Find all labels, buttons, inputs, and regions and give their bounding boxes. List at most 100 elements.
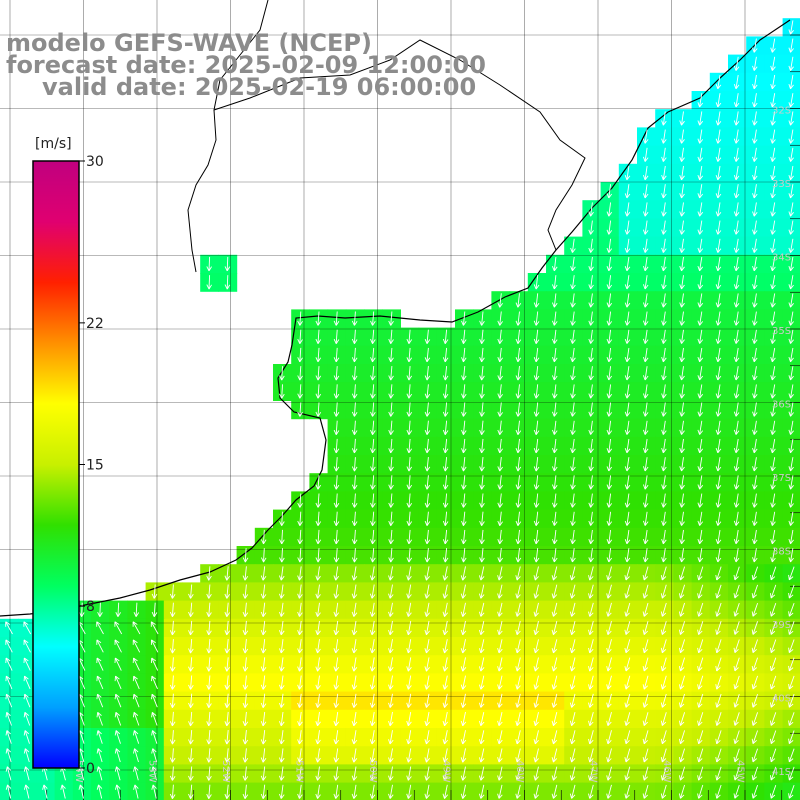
wind-arrow: [733, 311, 740, 326]
wind-arrow: [697, 238, 704, 253]
wind-arrow: [715, 184, 722, 199]
wind-arrow: [752, 111, 758, 126]
wind-arrow: [733, 202, 740, 217]
lon-label: 51W: [294, 760, 305, 783]
wind-arrow: [588, 256, 594, 272]
wind-arrow: [697, 165, 704, 181]
wind-arrow: [624, 238, 631, 253]
wind-arrow: [788, 38, 794, 53]
wind-arrow: [788, 129, 794, 144]
wind-arrow: [752, 147, 758, 162]
wind-arrow: [606, 256, 613, 272]
wind-arrow: [333, 329, 340, 344]
wind-arrow: [733, 238, 740, 253]
wind-arrow: [770, 220, 776, 235]
wind-arrow: [770, 129, 776, 144]
wind-arrow: [788, 275, 794, 290]
wind-arrow: [770, 311, 776, 326]
wind-arrow: [606, 202, 613, 217]
wind-arrow: [588, 311, 594, 326]
wind-arrow: [551, 256, 558, 272]
wind-arrow: [788, 111, 794, 126]
lat-label: 39S: [772, 620, 791, 631]
wind-arrow: [642, 202, 649, 217]
wind-arrow: [388, 311, 394, 326]
wind-arrow: [642, 293, 649, 308]
wind-arrow: [351, 329, 358, 344]
wind-arrow: [715, 275, 722, 290]
wind-arrow: [697, 311, 704, 326]
wind-arrow: [224, 275, 231, 290]
wind-arrow: [315, 311, 322, 326]
wind-arrow: [679, 311, 685, 326]
wind-arrow: [752, 165, 758, 181]
wind-arrow: [715, 147, 722, 162]
wind-arrow: [679, 293, 685, 308]
wind-arrow: [733, 129, 740, 144]
wind-arrow: [733, 293, 740, 308]
wind-arrow: [733, 147, 740, 162]
wind-arrow: [679, 202, 685, 217]
wind-arrow: [752, 93, 758, 108]
wind-cell: [782, 782, 800, 800]
wind-arrow: [315, 329, 322, 344]
title-valid-date: valid date: 2025-02-19 06:00:00: [42, 73, 477, 101]
lon-label: 49W: [441, 760, 452, 783]
wind-arrow: [788, 74, 794, 90]
wind-arrow: [497, 293, 503, 308]
lon-label: 52W: [220, 760, 231, 783]
lat-label: 41S: [772, 767, 791, 778]
wind-arrow: [679, 147, 685, 162]
wind-arrow: [679, 129, 685, 144]
wind-arrow: [715, 293, 722, 308]
wind-arrow: [697, 184, 704, 199]
wind-arrow: [697, 220, 704, 235]
wind-arrow: [770, 256, 776, 272]
lon-label: 46W: [661, 760, 672, 783]
wind-arrow: [733, 184, 740, 199]
lat-label: 32S: [772, 106, 791, 117]
wind-arrow: [770, 184, 776, 199]
wind-arrow: [206, 275, 212, 290]
lat-label: 40S: [772, 694, 791, 705]
wind-arrow: [206, 256, 212, 272]
lon-label: 47W: [588, 760, 599, 783]
wind-arrow: [497, 311, 503, 326]
wind-arrow: [661, 184, 667, 199]
wind-arrow: [788, 202, 794, 217]
wind-arrow: [733, 74, 740, 90]
wind-arrow: [370, 311, 376, 326]
wind-arrow: [606, 238, 613, 253]
lat-label: 37S: [772, 473, 791, 484]
wind-arrow: [424, 329, 431, 344]
wind-arrow: [642, 256, 649, 272]
wind-arrow: [733, 165, 740, 181]
wind-arrow: [752, 184, 758, 199]
wind-arrow: [588, 220, 594, 235]
wind-arrow: [570, 238, 576, 253]
wind-arrow: [461, 329, 467, 344]
wind-arrow: [642, 275, 649, 290]
wind-arrow: [679, 256, 685, 272]
wind-arrow: [370, 329, 376, 344]
wind-arrow: [752, 256, 758, 272]
wind-arrows: [5, 20, 795, 799]
wind-arrow: [570, 275, 576, 290]
wind-arrow: [570, 311, 576, 326]
wind-arrow: [533, 293, 540, 308]
wind-arrow: [752, 238, 758, 253]
wind-arrow: [715, 93, 722, 108]
lat-label: 38S: [772, 547, 791, 558]
wind-arrow: [551, 293, 558, 308]
wind-arrow: [697, 293, 704, 308]
lon-label: 54W: [73, 760, 84, 783]
wind-arrow: [752, 220, 758, 235]
wind-arrow: [770, 293, 776, 308]
wind-arrow: [515, 311, 522, 326]
wind-arrow: [588, 238, 594, 253]
wind-arrow: [551, 329, 558, 344]
wind-arrow: [624, 165, 631, 181]
wind-arrow: [770, 165, 776, 181]
lon-label: 48W: [514, 760, 525, 783]
